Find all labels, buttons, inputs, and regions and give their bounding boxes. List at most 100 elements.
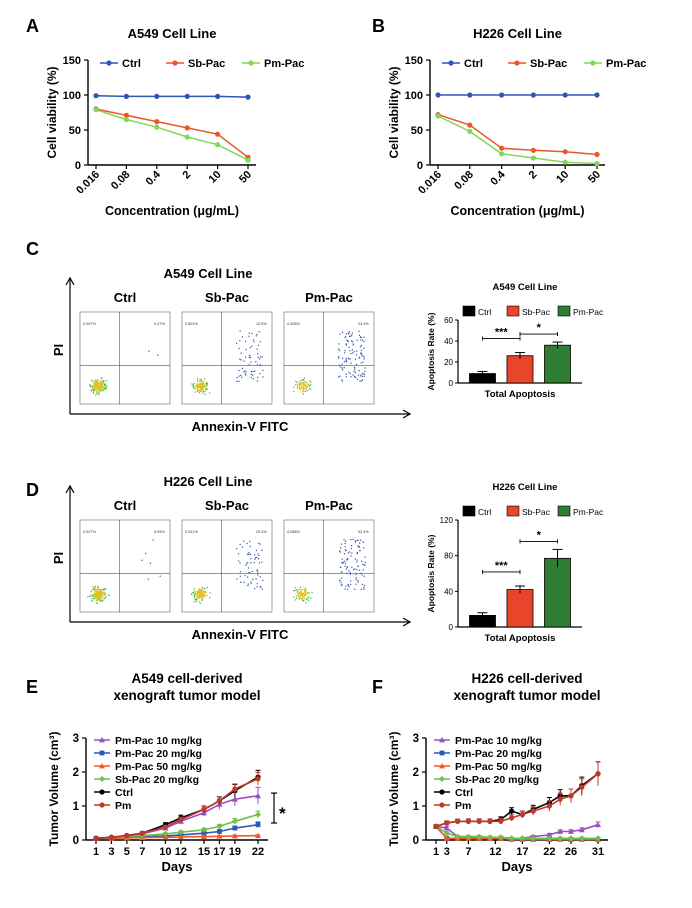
flow-event	[305, 598, 307, 600]
flow-event	[350, 580, 352, 582]
series-line	[95, 94, 249, 98]
flow-event	[305, 591, 307, 594]
flow-event	[147, 578, 149, 580]
flow-event	[360, 336, 362, 339]
data-point	[184, 134, 190, 140]
flow-event	[259, 358, 261, 360]
flow-event	[106, 385, 108, 387]
flow-event	[101, 380, 103, 383]
flow-event	[257, 356, 259, 359]
flow-event	[199, 383, 201, 385]
bar-y-label: Apoptosis Rate (%)	[426, 534, 436, 612]
flow-event	[203, 596, 205, 598]
flow-event	[236, 578, 238, 580]
flow-event	[101, 596, 103, 599]
flow-event	[255, 578, 257, 580]
flow-event	[301, 386, 303, 388]
legend-label: Ctrl	[478, 507, 491, 517]
flow-event	[148, 350, 150, 352]
flow-event	[97, 388, 99, 390]
flow-event	[98, 382, 100, 384]
flow-event	[248, 335, 250, 337]
flow-event	[257, 344, 260, 346]
data-point	[557, 796, 563, 802]
flow-event	[202, 598, 204, 600]
data-point	[594, 151, 600, 158]
flow-event	[362, 541, 364, 543]
flow-event	[100, 378, 103, 380]
flow-event	[98, 394, 100, 396]
legend-label: Pm-Pac	[264, 58, 304, 70]
legend-label: Sb-Pac	[522, 307, 551, 317]
viability-chart-a549: A549 Cell Line Ctrl Sb-Pac Pm-Pac 0 50 100 150 0…	[45, 26, 304, 218]
flow-event	[356, 568, 358, 571]
flow-event	[103, 387, 105, 389]
y-tick-label: 100	[63, 90, 81, 102]
flow-event	[159, 575, 161, 577]
quadrant-q1-value: 0.088%	[287, 530, 301, 534]
flow-event	[99, 595, 102, 597]
flow-event	[354, 358, 357, 360]
flow-event	[200, 382, 202, 385]
sample-label: Pm-Pac	[305, 498, 353, 513]
flow-event	[204, 378, 206, 380]
flow-event	[89, 385, 92, 388]
flow-event	[204, 591, 206, 593]
data-point	[201, 806, 207, 813]
flow-event	[90, 389, 92, 391]
flow-event	[206, 384, 208, 387]
flow-event	[95, 593, 97, 595]
flow-event	[99, 382, 102, 385]
flow-event	[308, 385, 310, 387]
flow-event	[247, 561, 249, 564]
xenograft-chart-a549: A549 cell-derived xenograft tumor model Pm…	[47, 671, 286, 874]
flow-event	[307, 385, 309, 387]
flow-event	[97, 387, 100, 390]
flow-event	[302, 382, 305, 384]
flow-event	[345, 373, 348, 375]
flow-event	[305, 592, 307, 594]
flow-event	[347, 558, 349, 560]
flow-event	[200, 592, 202, 594]
flow-event	[95, 597, 97, 599]
flow-event	[350, 547, 352, 550]
flow-event	[197, 379, 199, 381]
flow-event	[300, 380, 302, 382]
flow-event	[201, 586, 204, 589]
flow-event	[357, 539, 359, 541]
flow-event	[101, 388, 103, 390]
flow-event	[303, 377, 306, 380]
flow-event	[199, 389, 202, 391]
flow-event	[360, 375, 362, 377]
flow-event	[91, 390, 93, 392]
flow-event	[250, 581, 252, 583]
x-tick-label: 10	[207, 169, 224, 186]
flow-event	[100, 386, 103, 388]
y-tick-label: 0	[449, 379, 454, 388]
data-point	[177, 833, 184, 840]
flow-event	[202, 385, 205, 387]
flow-event	[93, 387, 96, 389]
flow-event	[364, 370, 366, 373]
flow-event	[99, 390, 102, 392]
flow-event	[191, 593, 193, 595]
flow-event	[358, 369, 360, 372]
series-line	[437, 113, 598, 156]
legend-marker	[99, 802, 105, 808]
x-tick-label: 2	[181, 169, 194, 182]
flow-event	[357, 581, 359, 583]
y-tick-label: 3	[73, 733, 79, 745]
flow-event	[298, 592, 301, 594]
flow-event	[194, 592, 197, 594]
flow-event	[304, 383, 306, 385]
flow-event	[239, 571, 242, 573]
flow-event	[141, 559, 143, 561]
flow-event	[344, 562, 347, 564]
flow-event	[98, 593, 100, 595]
x-tick-label: 10	[159, 846, 171, 858]
significance-label: ***	[495, 560, 509, 572]
flow-event	[262, 369, 264, 372]
flow-event	[96, 591, 98, 593]
flow-event	[101, 594, 103, 596]
flow-event	[255, 361, 257, 363]
